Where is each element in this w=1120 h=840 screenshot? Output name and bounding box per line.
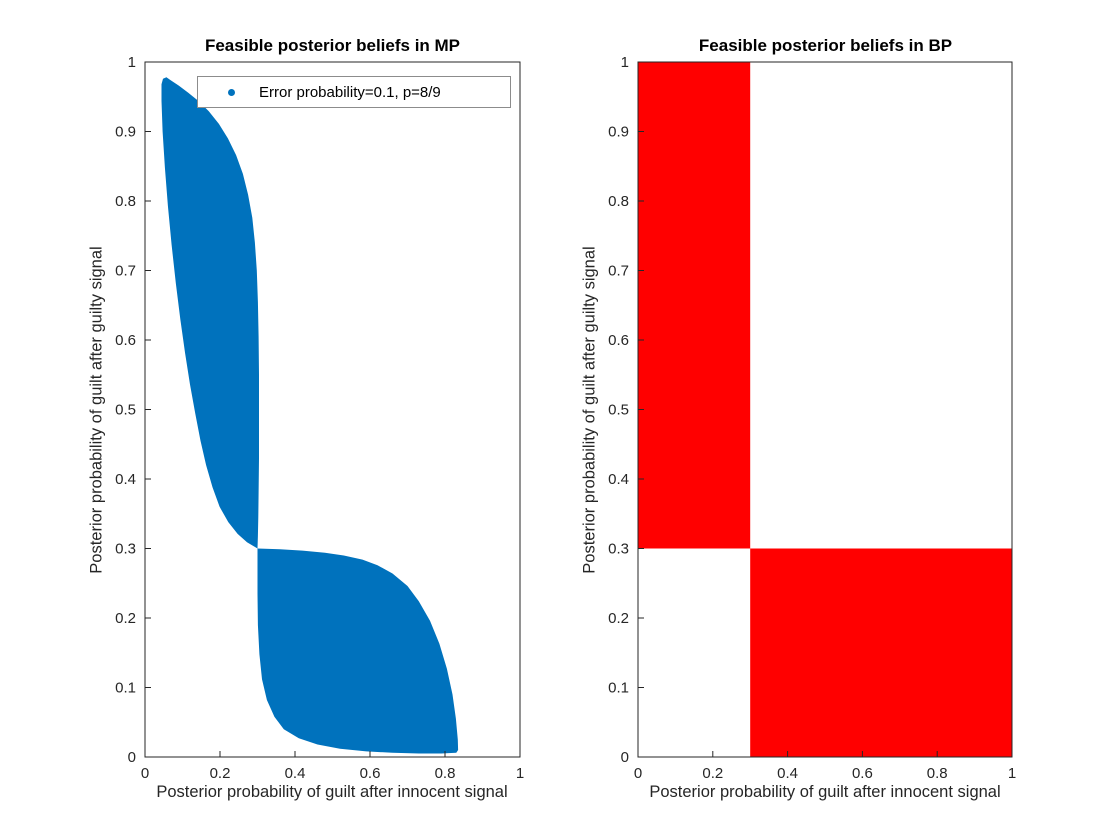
svg-text:0.1: 0.1 (115, 680, 136, 697)
svg-text:0.4: 0.4 (285, 765, 306, 782)
svg-text:0.7: 0.7 (608, 263, 629, 280)
mp-plot-svg: 0 0.2 0.4 0.6 0.8 1 0 0.1 0.2 0.3 0.4 0.5 0.6 0.7 0.8 0… (115, 54, 524, 782)
svg-text:0.4: 0.4 (115, 471, 136, 488)
bp-plot-svg: 0 0.2 0.4 0.6 0.8 1 0 0.1 0.2 0.3 0.4 0.5 0.6 0.7 0.8 0… (608, 54, 1016, 782)
mp-legend-label: Error probability=0.1, p=8/9 (259, 83, 441, 101)
svg-text:0.1: 0.1 (608, 680, 629, 697)
svg-text:0.7: 0.7 (115, 263, 136, 280)
svg-text:0: 0 (621, 749, 629, 766)
svg-text:0.4: 0.4 (608, 471, 629, 488)
legend-dot-marker-icon (228, 88, 235, 96)
mp-plot-title: Feasible posterior beliefs in MP (204, 36, 461, 55)
svg-text:0.9: 0.9 (608, 124, 629, 141)
svg-text:0.5: 0.5 (608, 402, 629, 419)
svg-text:0.4: 0.4 (777, 765, 798, 782)
svg-text:0.6: 0.6 (852, 765, 873, 782)
mp-yaxis-label: Posterior probability of guilt after gui… (87, 246, 106, 574)
mp-legend: Error probability=0.1, p=8/9 (197, 76, 511, 108)
svg-text:0.6: 0.6 (115, 332, 136, 349)
svg-text:0.9: 0.9 (115, 124, 136, 141)
svg-text:0.3: 0.3 (608, 541, 629, 558)
svg-text:0: 0 (128, 749, 136, 766)
svg-text:0.6: 0.6 (360, 765, 381, 782)
svg-text:1: 1 (516, 765, 524, 782)
svg-text:0.8: 0.8 (115, 193, 136, 210)
svg-text:0.2: 0.2 (115, 610, 136, 627)
svg-text:1: 1 (1008, 765, 1016, 782)
svg-text:0.2: 0.2 (608, 610, 629, 627)
bp-plot-title: Feasible posterior beliefs in BP (698, 36, 953, 55)
svg-text:0: 0 (634, 765, 642, 782)
svg-text:0.5: 0.5 (115, 402, 136, 419)
svg-text:0.3: 0.3 (115, 541, 136, 558)
svg-text:0: 0 (141, 765, 149, 782)
svg-text:0.8: 0.8 (435, 765, 456, 782)
svg-text:0.8: 0.8 (927, 765, 948, 782)
svg-text:0.6: 0.6 (608, 332, 629, 349)
mp-xaxis-label: Posterior probability of guilt after inn… (156, 783, 508, 801)
svg-text:0.2: 0.2 (702, 765, 723, 782)
svg-text:1: 1 (128, 54, 136, 71)
bp-xaxis-label: Posterior probability of guilt after inn… (649, 783, 1001, 801)
bp-yaxis-label: Posterior probability of guilt after gui… (580, 246, 599, 574)
svg-text:0.8: 0.8 (608, 193, 629, 210)
svg-text:1: 1 (621, 54, 629, 71)
svg-text:0.2: 0.2 (210, 765, 231, 782)
